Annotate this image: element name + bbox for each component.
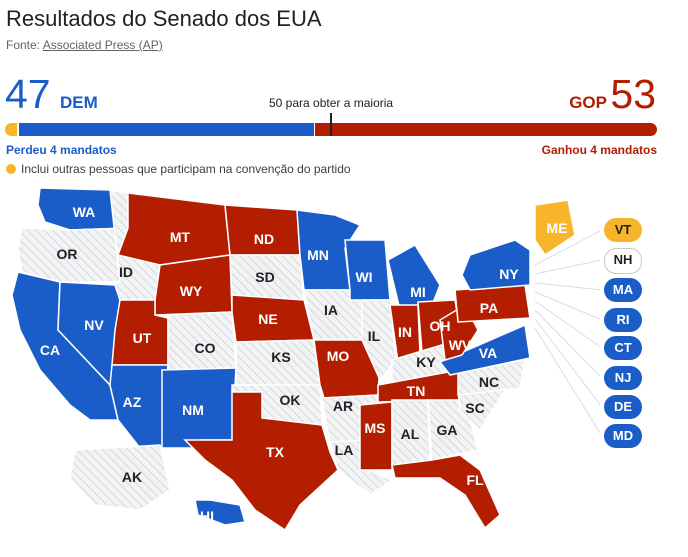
gop-seat-count: 53	[610, 71, 656, 117]
pill-leader-line	[534, 300, 600, 348]
state-label-sc: SC	[465, 400, 484, 416]
state-label-sd: SD	[255, 269, 274, 285]
pill-leader-line	[534, 282, 600, 291]
state-nd[interactable]	[224, 204, 301, 256]
state-label-az: AZ	[123, 394, 142, 410]
state-hi[interactable]	[194, 499, 246, 526]
gop-segment	[315, 123, 657, 136]
state-label-or: OR	[57, 246, 78, 262]
state-label-il: IL	[368, 328, 381, 344]
source-line: Fonte: Associated Press (AP)	[6, 38, 163, 52]
majority-marker	[330, 113, 332, 136]
state-label-mt: MT	[170, 229, 191, 245]
state-label-ny: NY	[499, 266, 519, 282]
state-label-nd: ND	[254, 231, 274, 247]
state-ms[interactable]	[359, 401, 393, 471]
pill-leader-line	[534, 230, 600, 266]
state-label-wv: WV	[449, 337, 472, 353]
state-label-me: ME	[547, 220, 568, 236]
gop-seat-change: Ganhou 4 mandatos	[541, 143, 657, 157]
state-me[interactable]	[534, 199, 576, 257]
state-pill-ct[interactable]: CT	[604, 336, 642, 360]
seat-balance-bar	[5, 123, 657, 136]
state-ak[interactable]	[69, 444, 171, 511]
independent-legend: Inclui outras pessoas que participam na …	[6, 162, 351, 176]
state-label-nv: NV	[84, 317, 104, 333]
state-label-ok: OK	[280, 392, 301, 408]
state-label-ms: MS	[365, 420, 386, 436]
state-label-mi: MI	[410, 284, 426, 300]
dem-seat-count: 47	[5, 71, 51, 117]
state-label-ky: KY	[416, 354, 436, 370]
state-label-pa: PA	[480, 300, 498, 316]
state-pill-nj[interactable]: NJ	[604, 366, 642, 390]
state-mi[interactable]	[387, 243, 441, 311]
pill-leader-line	[534, 318, 600, 406]
state-label-la: LA	[335, 442, 354, 458]
state-label-ak: AK	[122, 469, 142, 485]
pill-leader-line	[534, 309, 600, 377]
state-fl[interactable]	[391, 454, 501, 530]
state-label-ca: CA	[40, 342, 60, 358]
source-prefix: Fonte:	[6, 38, 41, 52]
state-label-nc: NC	[479, 374, 499, 390]
dem-segment	[19, 123, 314, 136]
gop-party-label: GOP	[569, 93, 607, 112]
dem-seat-change: Perdeu 4 mandatos	[6, 143, 117, 157]
state-pill-nh[interactable]: NH	[604, 248, 642, 274]
state-pill-md[interactable]: MD	[604, 424, 642, 448]
page-title: Resultados do Senado dos EUA	[6, 6, 322, 31]
pill-leader-line	[534, 259, 600, 275]
state-label-al: AL	[401, 426, 420, 442]
state-pill-ri[interactable]: RI	[604, 308, 642, 332]
state-label-id: ID	[119, 264, 133, 280]
senate-results-map: WA OR CA NV ID MT WY UT AZ CO NM ND SD NE KS OK TX MN IA MO…	[11, 187, 600, 532]
state-label-mn: MN	[307, 247, 329, 263]
state-label-fl: FL	[466, 472, 484, 488]
state-label-ar: AR	[333, 398, 353, 414]
state-label-hi: HI	[200, 508, 214, 524]
state-il[interactable]	[361, 299, 397, 382]
state-label-tx: TX	[266, 444, 285, 460]
state-label-ks: KS	[271, 349, 290, 365]
independent-legend-text: Inclui outras pessoas que participam na …	[21, 162, 351, 176]
state-label-ne: NE	[258, 311, 277, 327]
state-label-co: CO	[195, 340, 216, 356]
state-label-va: VA	[479, 345, 497, 361]
state-label-nm: NM	[182, 402, 204, 418]
state-label-wy: WY	[180, 283, 203, 299]
state-pill-ma[interactable]: MA	[604, 278, 642, 302]
state-label-wi: WI	[355, 269, 372, 285]
majority-threshold-label: 50 para obter a maioria	[269, 96, 394, 110]
state-label-ga: GA	[437, 422, 458, 438]
state-label-in: IN	[398, 324, 412, 340]
state-pill-vt[interactable]: VT	[604, 218, 642, 242]
dem-party-label: DEM	[60, 93, 98, 112]
independent-dot-icon	[6, 164, 16, 174]
state-label-mo: MO	[327, 348, 350, 364]
pill-leader-line	[534, 327, 600, 434]
state-ny[interactable]	[461, 239, 531, 291]
pill-leader-line	[534, 291, 600, 320]
state-pill-de[interactable]: DE	[604, 395, 642, 419]
state-or[interactable]	[17, 227, 129, 283]
state-va[interactable]	[438, 323, 531, 376]
independent-segment	[5, 123, 17, 136]
state-label-oh: OH	[430, 318, 451, 334]
state-label-wa: WA	[73, 204, 96, 220]
state-tx[interactable]	[183, 391, 339, 532]
state-label-ia: IA	[324, 302, 338, 318]
source-link[interactable]: Associated Press (AP)	[42, 38, 163, 52]
state-label-tn: TN	[407, 383, 426, 399]
state-label-ut: UT	[133, 330, 152, 346]
